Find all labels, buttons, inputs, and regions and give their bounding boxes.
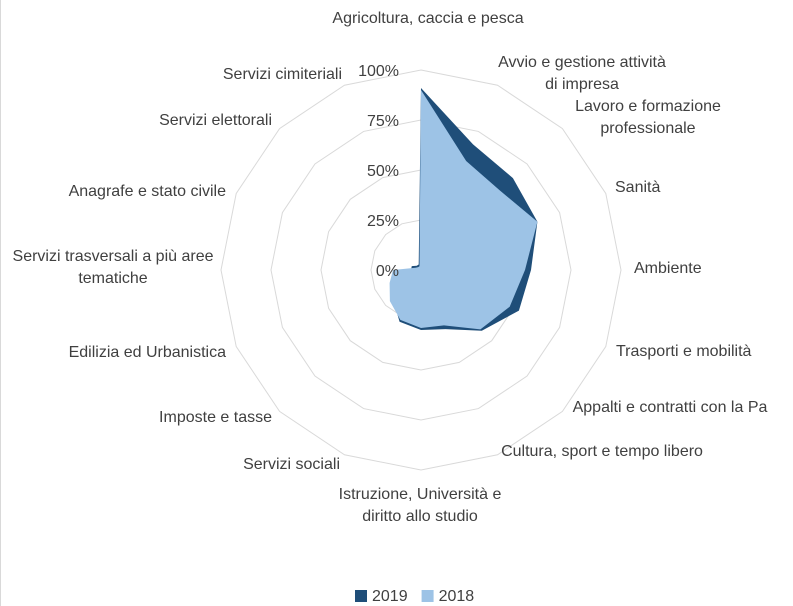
category-label: Lavoro e formazione professionale — [575, 98, 721, 137]
category-label: Servizi cimiteriali — [222, 66, 342, 83]
category-label: Sanità — [615, 179, 661, 196]
category-label: Ambiente — [634, 260, 702, 277]
category-label: Servizi elettorali — [159, 112, 272, 129]
category-label: Servizi trasversali a più aree tematiche — [12, 248, 214, 287]
r-tick-label: 75% — [367, 113, 399, 130]
category-label: Cultura, sport e tempo libero — [501, 443, 703, 460]
category-label: Istruzione, Università e diritto allo st… — [338, 486, 502, 525]
category-label: Edilizia ed Urbanistica — [68, 344, 226, 361]
grid-ring — [270, 119, 572, 421]
category-label: Servizi sociali — [243, 456, 340, 473]
legend-swatch — [421, 590, 434, 602]
legend-label: 2019 — [372, 588, 408, 605]
r-tick-label: 100% — [358, 63, 399, 80]
r-tick-label: 0% — [376, 263, 399, 280]
category-label: Trasporti e mobilità — [616, 343, 752, 360]
r-tick-label: 25% — [367, 213, 399, 230]
grid-ring — [220, 69, 622, 471]
r-tick-label: 50% — [367, 163, 399, 180]
category-label: Appalti e contratti con la Pa — [572, 399, 768, 416]
category-label: Avvio e gestione attività di impresa — [498, 54, 666, 93]
category-label: Agricoltura, caccia e pesca — [332, 10, 524, 27]
radar-area — [389, 90, 538, 330]
category-label: Imposte e tasse — [159, 409, 272, 426]
legend-swatch — [355, 590, 367, 602]
category-label: Anagrafe e stato civile — [68, 183, 226, 200]
legend-label: 2018 — [439, 588, 475, 605]
